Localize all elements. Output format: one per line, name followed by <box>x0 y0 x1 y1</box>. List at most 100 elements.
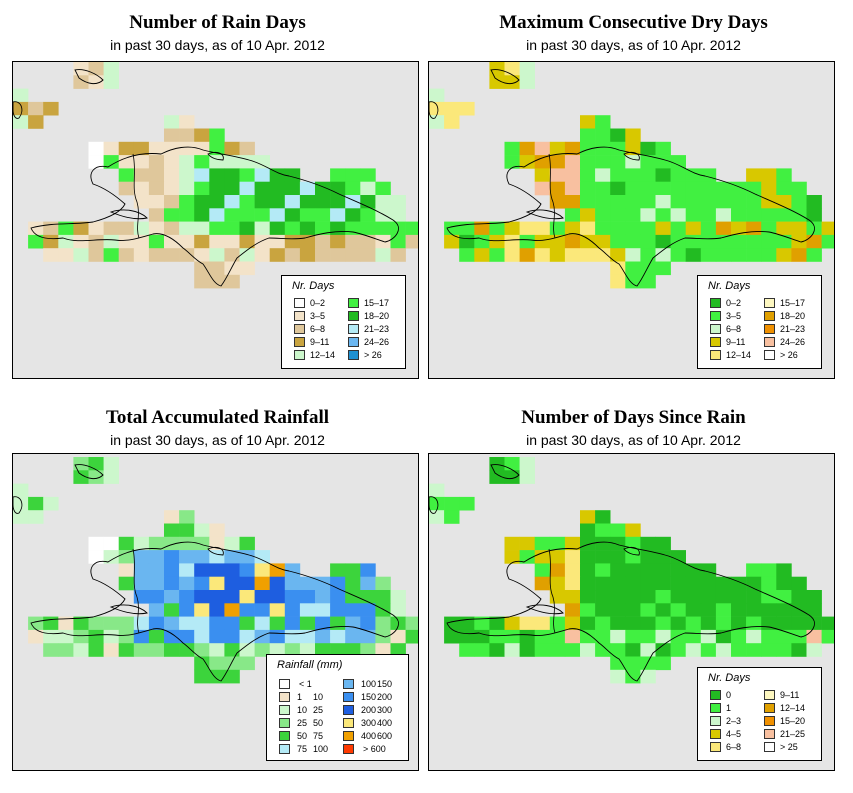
grid-cell <box>595 523 611 538</box>
grid-cell <box>103 155 119 169</box>
grid-cell <box>746 234 762 249</box>
panel-title: Number of Days Since Rain <box>521 407 746 428</box>
grid-cell <box>194 248 210 262</box>
grid-cell <box>580 603 596 617</box>
grid-cell <box>254 590 270 604</box>
grid-cell <box>315 643 331 657</box>
grid-cell <box>580 168 596 182</box>
grid-cell <box>224 181 240 196</box>
grid-cell <box>224 590 240 604</box>
grid-cell <box>330 590 346 604</box>
grid-cell <box>224 274 240 289</box>
coastline-island <box>13 101 23 119</box>
grid-cell <box>405 616 418 631</box>
grid-cell <box>209 208 225 222</box>
grid-cell <box>610 536 626 551</box>
grid-cell <box>549 576 566 591</box>
grid-cell <box>610 274 626 289</box>
grid-cell <box>595 510 611 524</box>
grid-cell <box>489 248 505 262</box>
grid-cell <box>655 536 671 551</box>
grid-cell <box>315 234 331 249</box>
grid-cell <box>519 141 535 156</box>
grid-cell <box>640 563 656 577</box>
panel-title: Number of Rain Days <box>129 12 306 33</box>
grid-cell <box>103 470 119 484</box>
grid-cell <box>761 563 777 577</box>
legend-swatch <box>348 311 359 321</box>
grid-cell <box>700 576 717 591</box>
grid-cell <box>209 128 225 143</box>
legend-swatch <box>348 350 359 360</box>
grid-cell <box>625 643 641 657</box>
legend-title: Nr. Days <box>708 672 751 684</box>
grid-cell <box>73 248 89 262</box>
grid-cell <box>806 195 822 209</box>
grid-cell <box>746 590 762 604</box>
grid-cell <box>670 563 686 577</box>
grid-cell <box>360 616 376 631</box>
map-area: Rainfall (mm) < 1 1 10 10 25 25 50 50 75 75 100 100… <box>12 453 419 771</box>
grid-cell <box>655 181 671 196</box>
grid-cell <box>685 195 702 209</box>
grid-cell <box>315 248 331 262</box>
grid-cell <box>239 195 255 209</box>
grid-cell <box>330 208 346 222</box>
grid-cell <box>103 221 119 236</box>
grid-cell <box>715 181 732 196</box>
grid-cell <box>655 248 671 262</box>
grid-cell <box>655 195 671 209</box>
grid-cell <box>239 656 255 671</box>
grid-cell <box>580 234 596 249</box>
grid-cell <box>179 248 195 262</box>
grid-cell <box>284 181 301 196</box>
grid-cell <box>224 643 240 657</box>
grid-cell <box>194 128 210 143</box>
grid-cell <box>519 457 535 471</box>
grid-cell <box>625 629 641 644</box>
legend-swatch <box>710 311 721 321</box>
grid-cell <box>254 643 270 657</box>
grid-cell <box>330 234 346 249</box>
grid-cell <box>549 141 566 156</box>
grid-cell <box>224 576 240 591</box>
grid-cell <box>390 643 406 657</box>
grid-cell <box>610 155 626 169</box>
grid-cell <box>360 563 376 577</box>
grid-cell <box>791 248 807 262</box>
grid-cell <box>315 208 331 222</box>
grid-cell <box>444 629 460 644</box>
grid-cell <box>360 234 376 249</box>
grid-cell <box>284 603 301 617</box>
grid-cell <box>103 629 119 644</box>
legend-swatch <box>279 731 290 741</box>
grid-cell <box>179 208 195 222</box>
hispaniola-map <box>13 457 418 684</box>
grid-cell <box>806 234 822 249</box>
grid-cell <box>791 221 807 236</box>
grid-cell <box>625 248 641 262</box>
grid-cell <box>179 603 195 617</box>
grid-cell <box>731 616 747 631</box>
grid-cell <box>224 629 240 644</box>
grid-cell <box>148 536 165 551</box>
legend-label-low: > 600 <box>363 744 386 754</box>
grid-cell <box>239 208 255 222</box>
grid-cell <box>269 603 286 617</box>
grid-cell <box>284 590 301 604</box>
legend-swatch <box>348 324 359 334</box>
grid-cell <box>315 629 331 644</box>
grid-cell <box>761 181 777 196</box>
grid-cell <box>610 181 626 196</box>
grid-cell <box>28 629 44 644</box>
grid-cell <box>685 603 702 617</box>
grid-cell <box>345 234 361 249</box>
legend-swatch <box>279 744 290 754</box>
grid-cell <box>459 248 475 262</box>
grid-cell <box>474 643 490 657</box>
grid-cell <box>564 550 581 564</box>
grid-cell <box>360 248 376 262</box>
grid-cell <box>13 101 29 116</box>
grid-cell <box>88 457 104 471</box>
grid-cell <box>269 590 286 604</box>
